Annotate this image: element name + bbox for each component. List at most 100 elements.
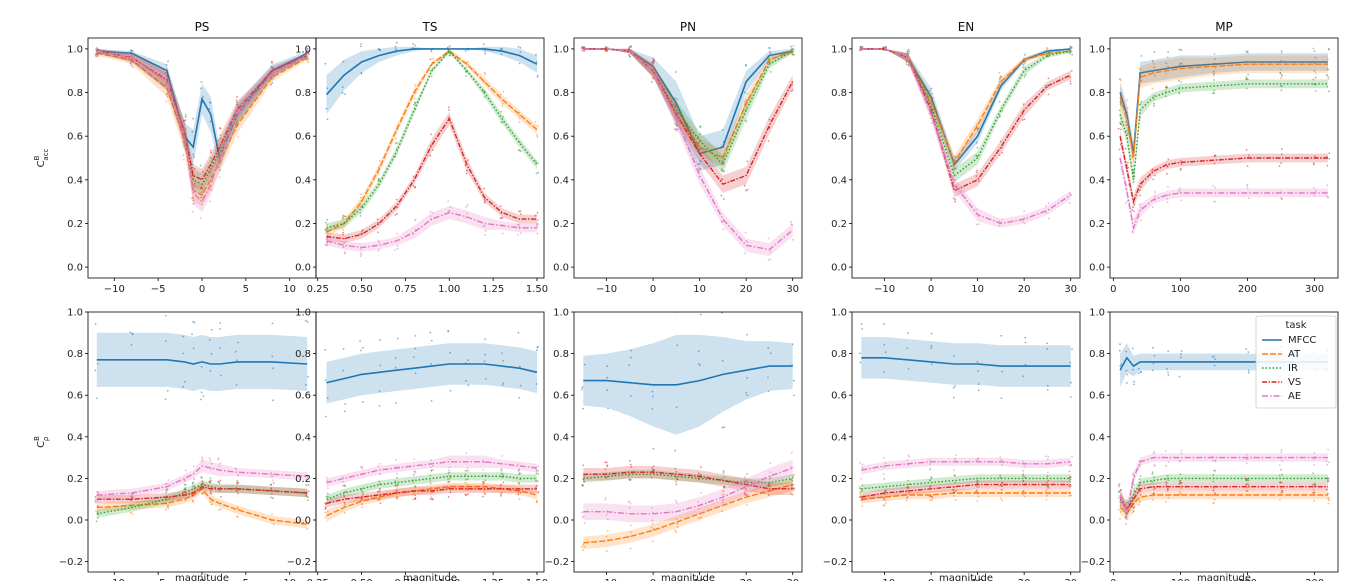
y-tick-label: 0.8	[295, 88, 311, 99]
data-point	[271, 62, 273, 64]
data-point	[931, 499, 933, 501]
data-point	[650, 65, 653, 67]
data-point	[429, 154, 432, 157]
data-point	[907, 64, 910, 67]
data-point	[536, 226, 539, 229]
data-point	[342, 242, 345, 245]
points-ae	[1118, 147, 1329, 234]
band-mfcc	[583, 334, 793, 435]
data-point	[1327, 68, 1330, 71]
data-point	[344, 93, 346, 95]
data-point	[1070, 484, 1073, 487]
data-point	[1001, 370, 1004, 373]
data-point	[861, 505, 864, 507]
data-point	[975, 490, 977, 493]
data-point	[1180, 49, 1183, 51]
data-point	[219, 137, 222, 140]
band-at	[96, 484, 308, 529]
y-tick-label: 0.4	[553, 432, 569, 443]
data-point	[697, 517, 700, 520]
data-point	[1139, 68, 1142, 71]
data-point	[1167, 158, 1170, 161]
data-point	[861, 489, 863, 492]
data-point	[167, 479, 170, 481]
data-point	[744, 232, 747, 234]
y-tick-label: 0.2	[553, 219, 569, 230]
data-point	[1000, 459, 1003, 461]
data-point	[210, 503, 213, 506]
data-point	[652, 447, 655, 450]
data-point	[860, 46, 863, 48]
data-point	[220, 374, 222, 377]
data-point	[519, 150, 522, 153]
y-tick-label: 0.8	[831, 88, 847, 99]
x-tick-label: 0	[928, 578, 934, 581]
data-point	[164, 483, 167, 486]
data-point	[1022, 460, 1025, 463]
data-point	[1179, 356, 1182, 359]
data-point	[791, 52, 794, 55]
data-point	[1313, 482, 1316, 485]
data-point	[1280, 89, 1283, 92]
data-point	[413, 491, 416, 494]
data-point	[218, 508, 221, 511]
data-point	[651, 408, 654, 410]
data-point	[606, 376, 609, 379]
data-point	[218, 482, 221, 485]
data-point	[1023, 495, 1026, 498]
data-point	[342, 214, 345, 217]
data-point	[767, 60, 769, 63]
data-point	[998, 224, 1001, 227]
band-at	[1120, 490, 1328, 520]
data-point	[193, 186, 196, 189]
plot-area	[94, 314, 310, 530]
y-tick-label: 1.0	[1089, 44, 1105, 55]
data-point	[930, 87, 933, 90]
data-point	[1119, 143, 1122, 146]
data-point	[377, 239, 380, 242]
data-point	[1247, 351, 1250, 353]
data-point	[394, 45, 397, 48]
data-point	[536, 349, 538, 352]
data-point	[722, 163, 725, 166]
line-vs	[96, 485, 308, 500]
data-point	[745, 504, 748, 506]
data-point	[720, 144, 723, 147]
data-point	[791, 224, 794, 227]
data-point	[325, 221, 327, 224]
data-point	[1180, 199, 1183, 202]
data-point	[360, 43, 363, 45]
data-point	[449, 491, 452, 494]
data-point	[674, 499, 677, 502]
band-ae	[583, 48, 793, 257]
data-point	[430, 133, 432, 136]
line-vs	[326, 117, 537, 240]
data-point	[537, 125, 539, 127]
data-point	[675, 483, 678, 486]
y-tick-label: 0.4	[1089, 432, 1105, 443]
data-point	[518, 498, 521, 500]
data-point	[466, 478, 469, 480]
band-vs	[326, 484, 537, 508]
data-point	[1167, 461, 1170, 463]
data-point	[1118, 490, 1120, 493]
data-point	[272, 367, 274, 370]
data-point	[931, 97, 934, 100]
data-point	[1151, 206, 1154, 209]
data-point	[341, 91, 344, 94]
x-axis-label: magnitude	[403, 573, 457, 581]
data-point	[466, 467, 469, 469]
data-point	[1245, 454, 1248, 456]
data-point	[193, 321, 196, 324]
data-point	[483, 89, 486, 92]
y-tick-label: 0.2	[67, 474, 83, 485]
data-point	[517, 45, 520, 48]
data-point	[674, 97, 677, 100]
data-point	[1247, 369, 1250, 372]
data-point	[307, 49, 310, 52]
line-ir	[1119, 477, 1328, 512]
data-point	[1327, 196, 1329, 198]
data-point	[219, 346, 221, 349]
data-point	[192, 501, 195, 504]
data-point	[582, 549, 584, 552]
